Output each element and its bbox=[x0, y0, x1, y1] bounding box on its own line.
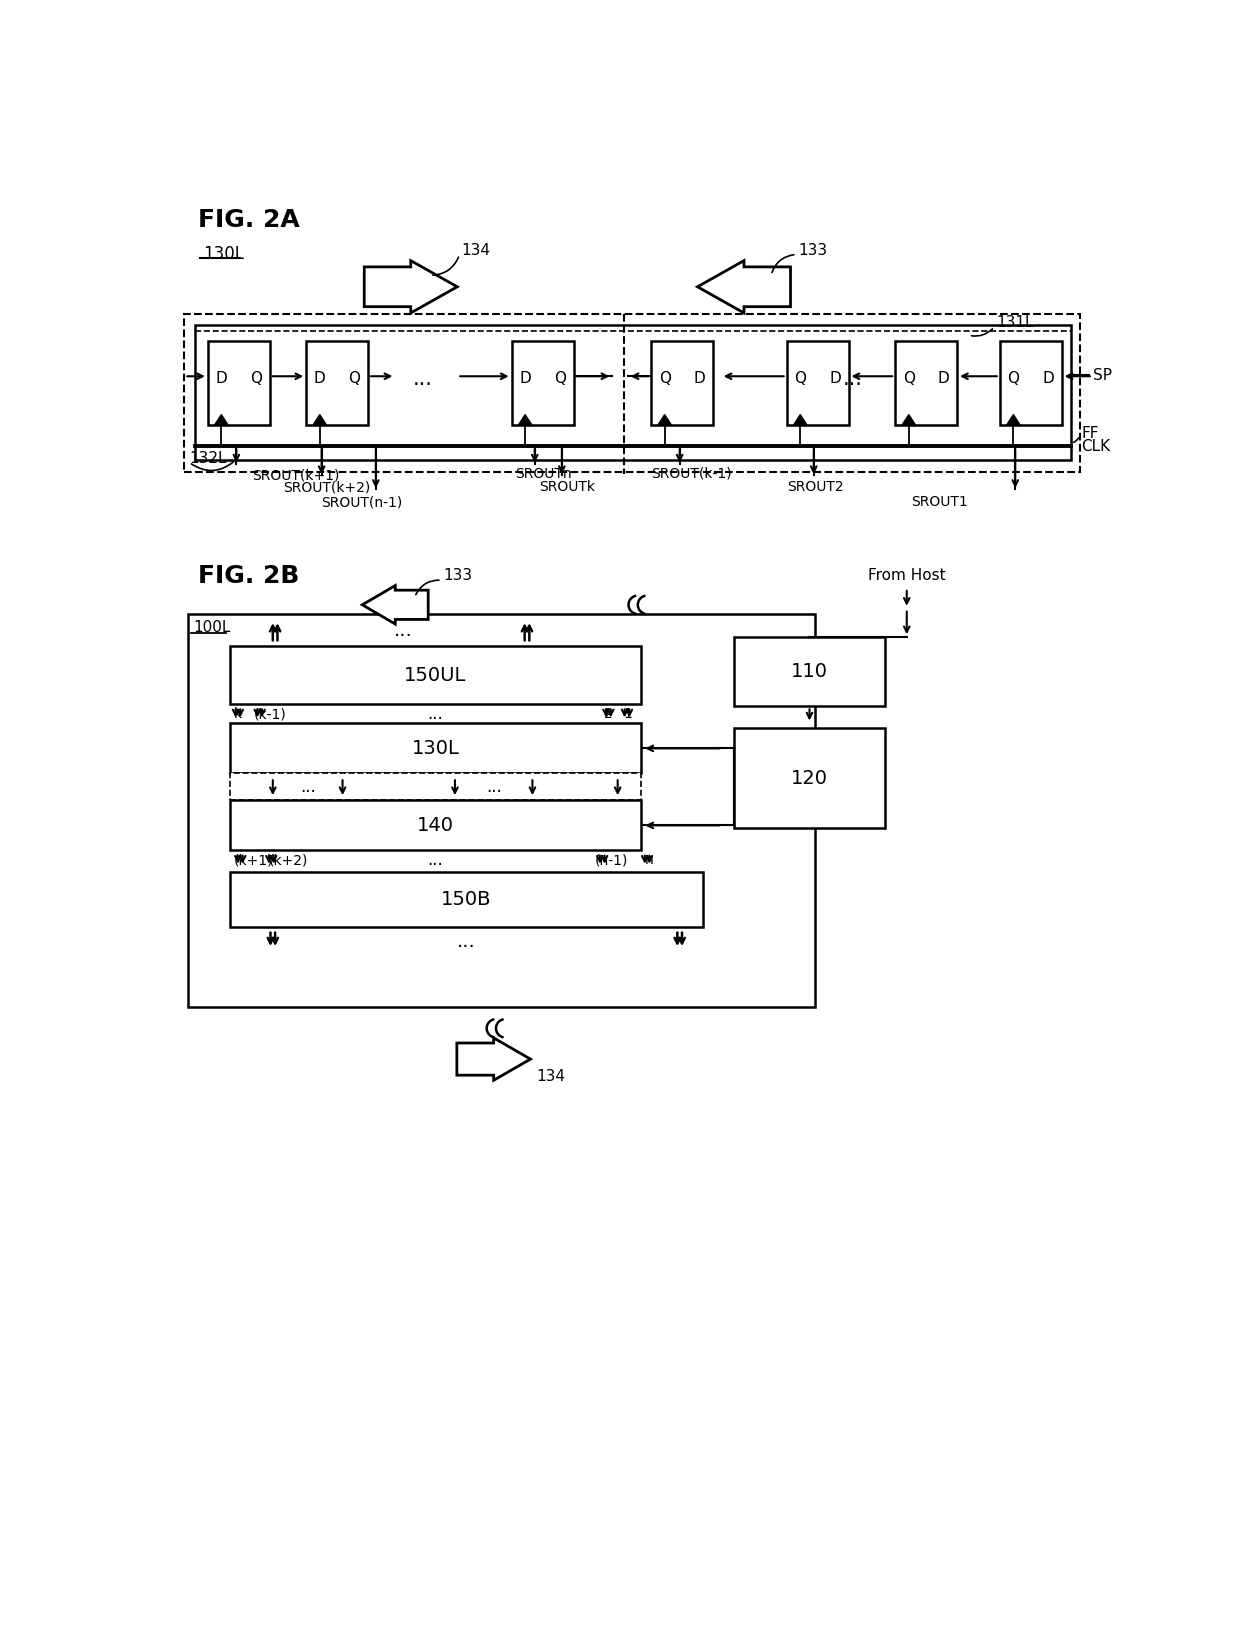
Bar bbox=[207, 340, 270, 425]
Text: 132L: 132L bbox=[188, 451, 227, 466]
Polygon shape bbox=[794, 415, 807, 425]
Text: D: D bbox=[314, 372, 326, 387]
Text: D: D bbox=[520, 372, 531, 387]
Text: SROUT1: SROUT1 bbox=[910, 496, 967, 509]
Bar bbox=[231, 773, 641, 800]
Text: FF: FF bbox=[1081, 426, 1099, 441]
Bar bbox=[185, 314, 1080, 471]
Text: ...: ... bbox=[842, 368, 863, 388]
Text: ...: ... bbox=[300, 778, 315, 796]
Text: Q: Q bbox=[348, 372, 361, 387]
Text: Q: Q bbox=[250, 372, 262, 387]
Polygon shape bbox=[365, 261, 458, 312]
Text: FIG. 2A: FIG. 2A bbox=[197, 208, 299, 231]
Text: 2: 2 bbox=[604, 707, 613, 722]
Text: 130L: 130L bbox=[203, 244, 244, 263]
Text: 130L: 130L bbox=[412, 738, 460, 758]
Text: 134: 134 bbox=[536, 1069, 565, 1084]
Text: D: D bbox=[693, 372, 706, 387]
Text: Q: Q bbox=[1007, 372, 1019, 387]
Polygon shape bbox=[456, 1037, 531, 1080]
Text: Q: Q bbox=[658, 372, 671, 387]
Bar bbox=[511, 340, 573, 425]
Polygon shape bbox=[657, 415, 672, 425]
Text: 100L: 100L bbox=[193, 621, 231, 636]
Text: SROUT(k+2): SROUT(k+2) bbox=[283, 481, 370, 494]
Text: Q: Q bbox=[903, 372, 915, 387]
Text: D: D bbox=[937, 372, 950, 387]
Bar bbox=[231, 646, 641, 704]
Text: 140: 140 bbox=[417, 816, 454, 834]
Text: SP: SP bbox=[1092, 368, 1112, 383]
Text: Q: Q bbox=[795, 372, 806, 387]
Text: 120: 120 bbox=[791, 768, 828, 788]
Polygon shape bbox=[1007, 415, 1021, 425]
Text: SROUT(n-1): SROUT(n-1) bbox=[321, 496, 403, 509]
Text: ...: ... bbox=[413, 368, 433, 388]
Text: CLK: CLK bbox=[1081, 439, 1110, 454]
Polygon shape bbox=[697, 261, 791, 312]
Text: (k-1): (k-1) bbox=[253, 707, 286, 722]
Text: 1: 1 bbox=[624, 707, 632, 722]
Text: k: k bbox=[234, 707, 242, 722]
Bar bbox=[196, 325, 1071, 459]
Text: 134: 134 bbox=[461, 243, 490, 258]
Text: SROUTk: SROUTk bbox=[538, 481, 595, 494]
Polygon shape bbox=[312, 415, 327, 425]
Text: Q: Q bbox=[554, 372, 565, 387]
Polygon shape bbox=[518, 415, 532, 425]
Text: ...: ... bbox=[393, 621, 413, 641]
Polygon shape bbox=[362, 585, 428, 624]
Text: 131L: 131L bbox=[996, 316, 1033, 330]
Bar bbox=[231, 724, 641, 773]
Text: From Host: From Host bbox=[868, 568, 946, 583]
Text: 133: 133 bbox=[444, 568, 472, 583]
Bar bbox=[999, 340, 1061, 425]
Bar bbox=[786, 340, 848, 425]
Bar bbox=[734, 729, 885, 828]
Polygon shape bbox=[901, 415, 915, 425]
Text: 150B: 150B bbox=[441, 890, 492, 909]
Text: SROUTn: SROUTn bbox=[516, 468, 572, 481]
Text: D: D bbox=[1043, 372, 1054, 387]
Text: ...: ... bbox=[486, 778, 501, 796]
Bar bbox=[651, 340, 713, 425]
Text: ...: ... bbox=[428, 851, 444, 869]
Bar bbox=[734, 638, 885, 707]
Bar bbox=[895, 340, 957, 425]
Text: SROUT2: SROUT2 bbox=[786, 481, 843, 494]
Polygon shape bbox=[215, 415, 228, 425]
Text: SROUT(k+1): SROUT(k+1) bbox=[252, 469, 340, 482]
Text: D: D bbox=[830, 372, 841, 387]
Text: 133: 133 bbox=[799, 243, 827, 258]
Text: 150UL: 150UL bbox=[404, 666, 466, 686]
Text: ...: ... bbox=[428, 705, 444, 724]
Text: 110: 110 bbox=[791, 662, 828, 681]
Bar bbox=[306, 340, 368, 425]
Text: ...: ... bbox=[458, 932, 476, 952]
Text: SROUT(k-1): SROUT(k-1) bbox=[651, 468, 732, 481]
Text: D: D bbox=[216, 372, 227, 387]
Bar bbox=[187, 615, 816, 1006]
Bar bbox=[231, 800, 641, 851]
Text: (k+2): (k+2) bbox=[269, 854, 309, 867]
Bar bbox=[231, 872, 703, 927]
Text: FIG. 2B: FIG. 2B bbox=[197, 563, 299, 588]
Text: (k+1): (k+1) bbox=[234, 854, 274, 867]
Text: n: n bbox=[645, 854, 653, 867]
Text: (n-1): (n-1) bbox=[594, 854, 627, 867]
